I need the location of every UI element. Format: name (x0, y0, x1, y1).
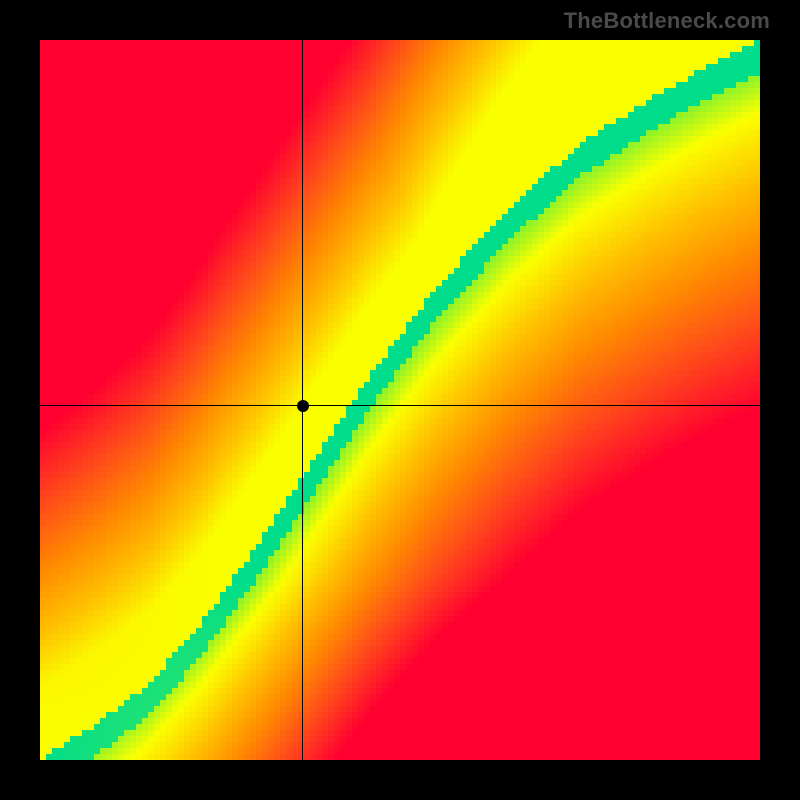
crosshair-horizontal (40, 405, 760, 406)
bottleneck-heatmap (40, 40, 760, 760)
crosshair-marker (297, 400, 309, 412)
chart-frame: TheBottleneck.com (0, 0, 800, 800)
watermark-text: TheBottleneck.com (564, 8, 770, 34)
